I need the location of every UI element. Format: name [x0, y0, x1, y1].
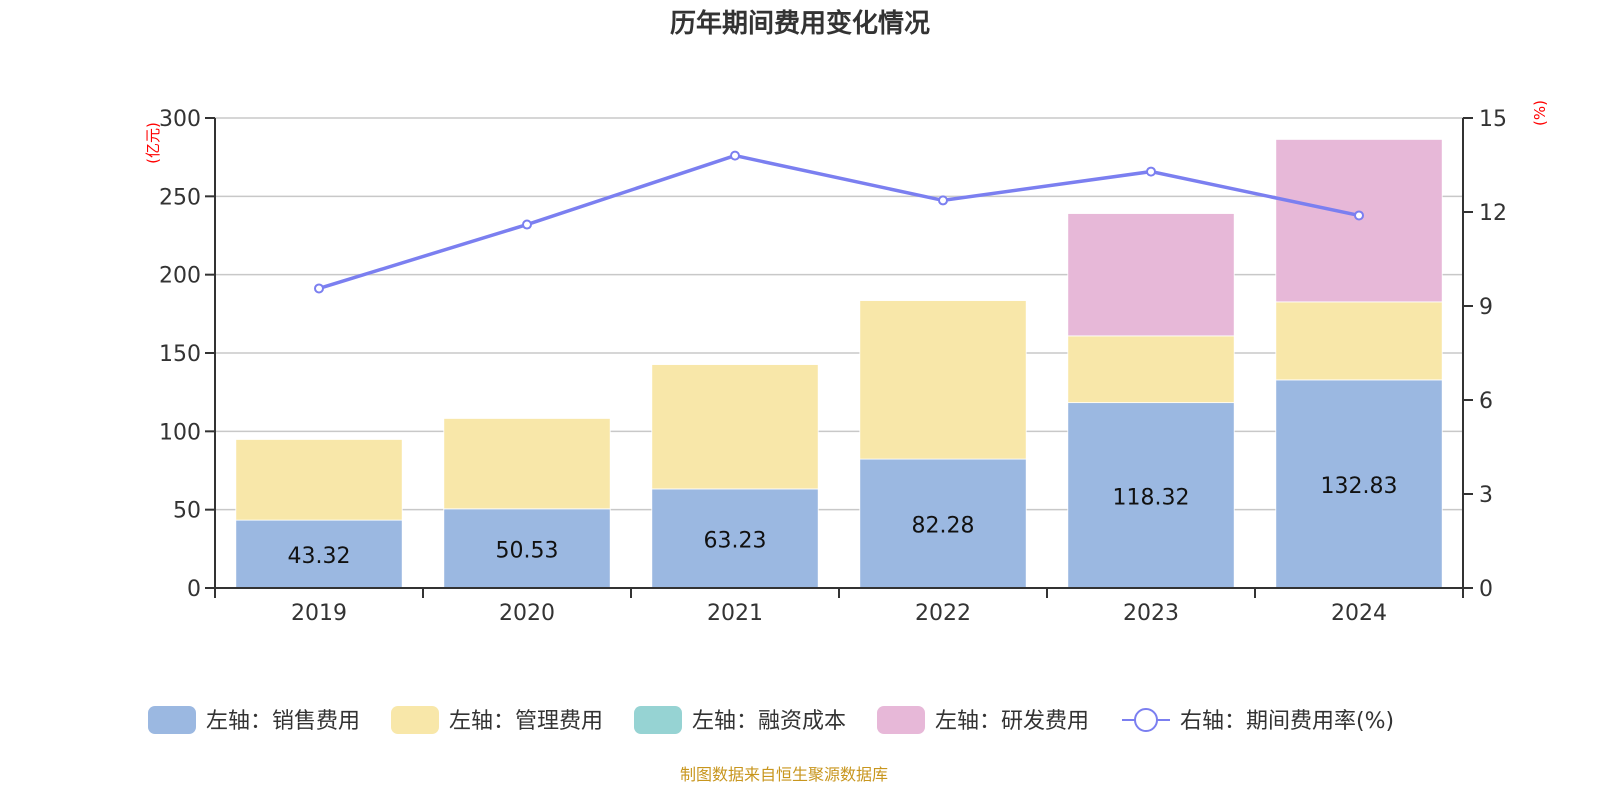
bar-value-label: 132.83 — [1321, 474, 1398, 499]
bar-segment — [1067, 402, 1235, 589]
rate-point — [1146, 166, 1156, 177]
bar-value-label: 118.32 — [1113, 485, 1190, 510]
legend-swatch — [634, 706, 682, 734]
rate-point — [522, 219, 532, 230]
x-tick-label: 2019 — [291, 601, 347, 626]
legend-swatch — [391, 706, 439, 734]
bar-segment — [859, 300, 1027, 460]
right-axis-unit: (%) — [1531, 100, 1549, 126]
bar-segment — [1275, 379, 1443, 589]
left-tick-label: 50 — [173, 499, 201, 524]
bar-segment — [235, 439, 403, 521]
left-axis-unit: (亿元) — [144, 122, 162, 164]
rate-point — [314, 283, 324, 294]
rate-point — [1354, 210, 1364, 221]
bar-segment — [651, 488, 819, 589]
left-tick-label: 0 — [187, 577, 201, 602]
bar-segment — [859, 458, 1027, 589]
bar-segment — [443, 508, 611, 589]
bar-value-label: 82.28 — [912, 514, 975, 539]
right-tick-label: 15 — [1479, 107, 1507, 132]
right-tick-label: 0 — [1479, 577, 1493, 602]
data-labels: 43.32 50.53 63.23 82.28 118.32 132.83 — [288, 474, 1398, 569]
x-tick-label: 2022 — [915, 601, 971, 626]
right-tick-label: 3 — [1479, 483, 1493, 508]
legend-swatch — [148, 706, 196, 734]
left-tick-label: 100 — [159, 420, 201, 445]
bars — [235, 139, 1443, 589]
axes: 0 50 100 150 200 250 300 0 3 6 9 12 15 2019 2020 2021 20… — [159, 107, 1507, 626]
legend-label: 左轴：销售费用 — [206, 709, 360, 734]
left-tick-label: 200 — [159, 264, 201, 289]
rate-point — [938, 195, 948, 206]
bar-segment — [1275, 139, 1443, 303]
rate-line-path — [318, 153, 1360, 291]
grid-lines — [215, 117, 1463, 589]
bar-segment — [651, 364, 819, 490]
x-tick-label: 2023 — [1123, 601, 1179, 626]
rate-point — [730, 150, 740, 161]
left-tick-label: 300 — [159, 107, 201, 132]
legend-swatch — [877, 706, 925, 734]
legend-label: 右轴：期间费用率(%) — [1180, 709, 1394, 734]
legend-label: 左轴：研发费用 — [935, 709, 1089, 734]
right-tick-label: 12 — [1479, 201, 1507, 226]
legend-label: 左轴：管理费用 — [449, 709, 603, 734]
x-tick-label: 2020 — [499, 601, 555, 626]
right-tick-label: 9 — [1479, 295, 1493, 320]
legend: 左轴：销售费用 左轴：管理费用 左轴：融资成本 左轴：研发费用 右轴：期间费用率(%) — [148, 706, 1394, 734]
right-tick-label: 6 — [1479, 389, 1493, 414]
bar-value-label: 63.23 — [704, 528, 767, 553]
bar-segment — [1275, 301, 1443, 381]
left-tick-label: 250 — [159, 185, 201, 210]
legend-label: 左轴：融资成本 — [692, 709, 846, 734]
x-tick-label: 2024 — [1331, 601, 1387, 626]
bar-value-label: 43.32 — [288, 544, 351, 569]
rate-line — [314, 150, 1364, 294]
source-note: 制图数据来自恒生聚源数据库 — [680, 765, 888, 784]
bar-segment — [1067, 213, 1235, 337]
bar-segment — [1067, 335, 1235, 404]
chart-title: 历年期间费用变化情况 — [670, 8, 930, 39]
left-tick-label: 150 — [159, 342, 201, 367]
bar-segment — [443, 418, 611, 510]
legend-circle-icon — [1134, 708, 1158, 732]
bar-value-label: 50.53 — [496, 538, 559, 563]
x-tick-label: 2021 — [707, 601, 763, 626]
